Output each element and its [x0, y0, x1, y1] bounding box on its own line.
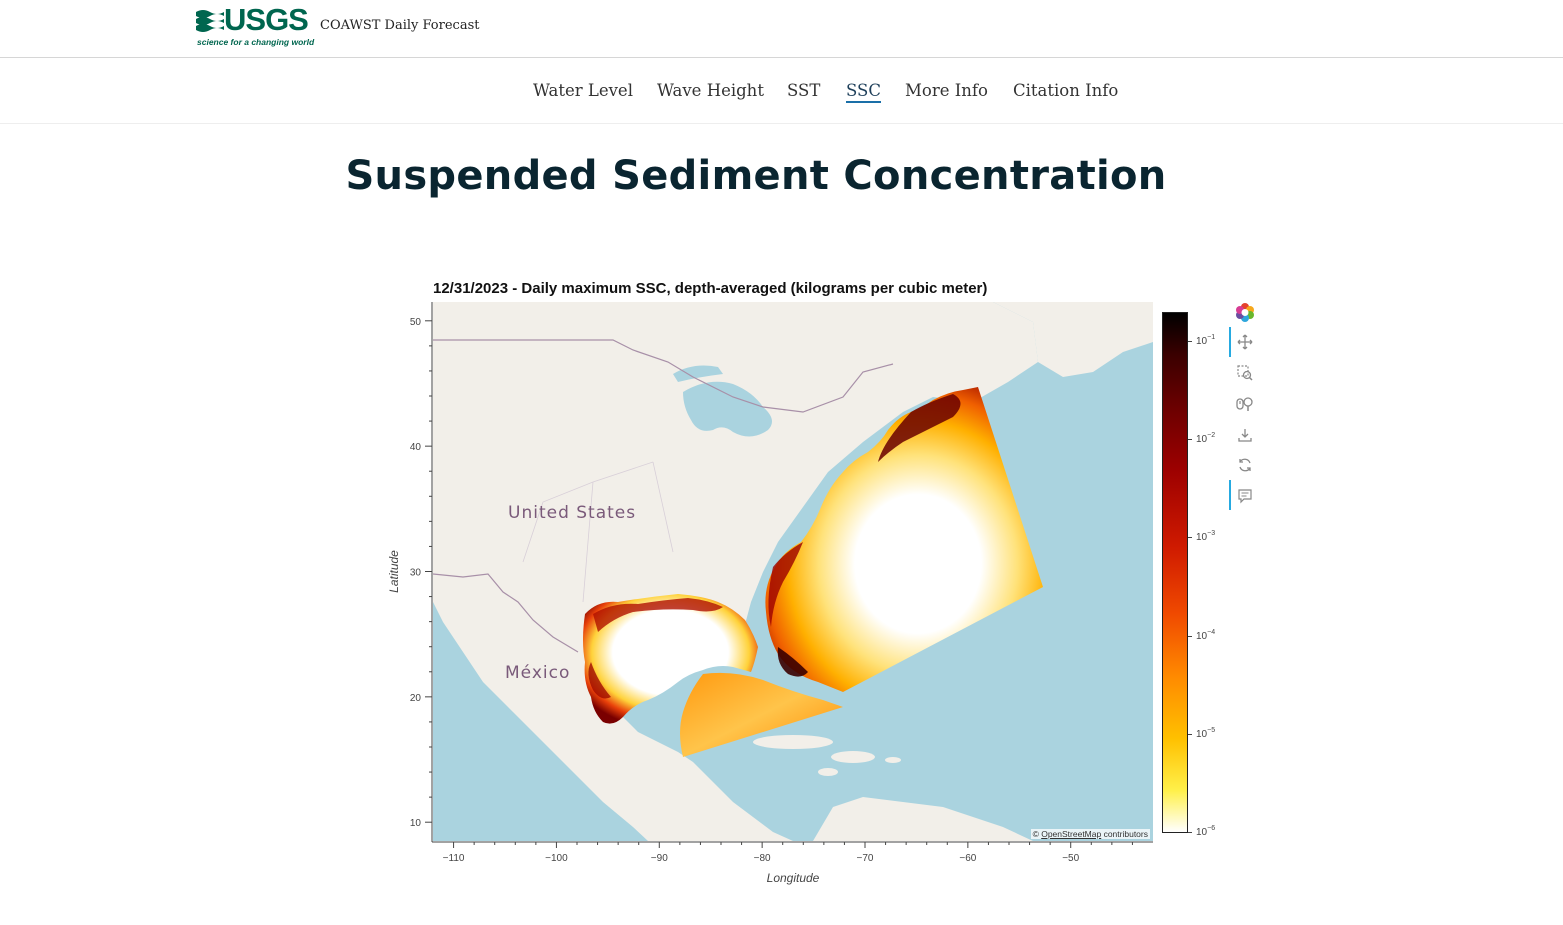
- colorbar-tick-base: 10: [1196, 827, 1208, 838]
- map-canvas[interactable]: United States México: [433, 302, 1153, 841]
- ssc-atlantic: [765, 387, 1043, 692]
- ssc-florida-strait: [777, 647, 808, 677]
- logo-text: USGS: [224, 2, 309, 37]
- map-plot-area[interactable]: United States México © OpenStreetMap con…: [433, 302, 1153, 841]
- colorbar-tick-label: 10−5: [1196, 727, 1215, 740]
- map-label-united-states: United States: [508, 503, 636, 523]
- colorbar-tick-exponent: −6: [1207, 825, 1216, 832]
- y-tick-label: 40: [410, 442, 422, 453]
- colorbar-tick-label: 10−6: [1196, 825, 1215, 838]
- nav-item-citation-info[interactable]: Citation Info: [1013, 81, 1119, 100]
- colorbar-tick-exponent: −3: [1207, 530, 1216, 538]
- attribution-link[interactable]: OpenStreetMap: [1041, 829, 1102, 839]
- plot-toolbar: [1229, 300, 1261, 515]
- usgs-logo-mark-icon: [196, 10, 224, 32]
- colorbar-tick: [1188, 439, 1192, 441]
- colorbar: [1162, 312, 1188, 833]
- hover-active-indicator: [1229, 480, 1231, 510]
- logo-tagline: science for a changing world: [197, 37, 315, 47]
- nav-item-more-info[interactable]: More Info: [905, 81, 988, 100]
- main-nav: Water Level Wave Height SST SSC More Inf…: [0, 59, 1563, 124]
- pacific-ocean: [433, 602, 648, 841]
- x-tick-label: −70: [857, 853, 874, 864]
- nav-item-ssc[interactable]: SSC: [846, 81, 881, 103]
- wheel-zoom-icon[interactable]: [1235, 394, 1255, 414]
- border-us-canada: [433, 339, 894, 413]
- colorbar-tick-label: 10−4: [1196, 629, 1215, 642]
- colorbar-tick: [1188, 635, 1192, 637]
- colorbar-tick: [1188, 537, 1192, 539]
- x-axis-label: Longitude: [767, 871, 820, 885]
- ssc-caribbean: [680, 672, 843, 757]
- attribution-prefix: ©: [1032, 829, 1042, 839]
- plot-title: 12/31/2023 - Daily maximum SSC, depth-av…: [433, 280, 988, 297]
- map-label-mexico: México: [505, 663, 570, 683]
- ssc-gulf-of-mexico: [583, 594, 758, 724]
- usgs-logo[interactable]: USGS science for a changing world: [196, 2, 314, 50]
- y-tick-label: 30: [410, 568, 422, 579]
- save-icon[interactable]: [1235, 425, 1255, 445]
- colorbar-tick-label: 10−1: [1196, 334, 1215, 347]
- colorbar-tick-exponent: −5: [1207, 726, 1216, 734]
- land-jamaica: [818, 768, 838, 776]
- colorbar-tick-base: 10: [1196, 728, 1208, 740]
- colorbar-tick-label: 10−2: [1196, 432, 1215, 445]
- nav-item-wave-height[interactable]: Wave Height: [657, 81, 764, 100]
- y-tick-label: 10: [410, 818, 422, 829]
- y-axis-label: Latitude: [387, 550, 401, 593]
- colorbar-tick: [1188, 733, 1192, 735]
- site-header: USGS science for a changing world COAWST…: [0, 0, 1563, 58]
- nav-item-water-level[interactable]: Water Level: [533, 81, 633, 100]
- colorbar-tick-exponent: −1: [1207, 334, 1216, 341]
- pan-active-indicator: [1229, 327, 1231, 357]
- border-us-mexico: [433, 573, 579, 653]
- lake-superior: [673, 365, 723, 382]
- ssc-coastal-band-ne: [878, 394, 961, 462]
- state-lines: [522, 461, 674, 603]
- ssc-coastal-band-se: [768, 542, 803, 627]
- colorbar-tick-exponent: −2: [1207, 432, 1216, 440]
- land-puerto-rico: [885, 757, 901, 763]
- land-north-america: [433, 302, 1038, 841]
- attribution-suffix: contributors: [1101, 829, 1148, 839]
- ssc-gulf-coast-band: [593, 598, 723, 632]
- ssc-yucatan-band: [588, 662, 611, 699]
- y-tick-label: 50: [410, 317, 422, 328]
- colorbar-tick: [1188, 341, 1192, 342]
- x-tick-label: −60: [959, 853, 976, 864]
- x-tick-label: −110: [443, 853, 465, 864]
- x-tick-label: −50: [1062, 853, 1079, 864]
- x-tick-label: −100: [545, 853, 568, 864]
- land-canada-east: [993, 302, 1153, 377]
- colorbar-tick-base: 10: [1196, 532, 1208, 544]
- colorbar-tick-base: 10: [1196, 336, 1208, 347]
- colorbar-tick-label: 10−3: [1196, 530, 1215, 543]
- map-attribution: © OpenStreetMap contributors: [1030, 829, 1150, 839]
- bokeh-logo-icon[interactable]: [1235, 302, 1255, 322]
- land-south-america: [813, 797, 1033, 841]
- x-tick-label: −90: [651, 853, 668, 864]
- great-lakes: [683, 381, 772, 437]
- page-title: Suspended Sediment Concentration: [345, 153, 1167, 199]
- nav-item-sst[interactable]: SST: [787, 81, 821, 100]
- reset-icon[interactable]: [1235, 455, 1255, 475]
- colorbar-tick-exponent: −4: [1207, 628, 1216, 636]
- x-tick-label: −80: [754, 853, 771, 864]
- pan-icon[interactable]: [1235, 332, 1255, 352]
- y-tick-label: 20: [410, 693, 422, 704]
- land-hispaniola: [831, 751, 875, 763]
- hover-icon[interactable]: [1235, 486, 1255, 506]
- land-cuba: [753, 735, 833, 749]
- colorbar-tick-base: 10: [1196, 630, 1208, 642]
- site-title[interactable]: COAWST Daily Forecast: [320, 18, 480, 33]
- colorbar-tick-base: 10: [1196, 434, 1208, 446]
- colorbar-tick: [1188, 832, 1192, 833]
- box-zoom-icon[interactable]: [1235, 363, 1255, 383]
